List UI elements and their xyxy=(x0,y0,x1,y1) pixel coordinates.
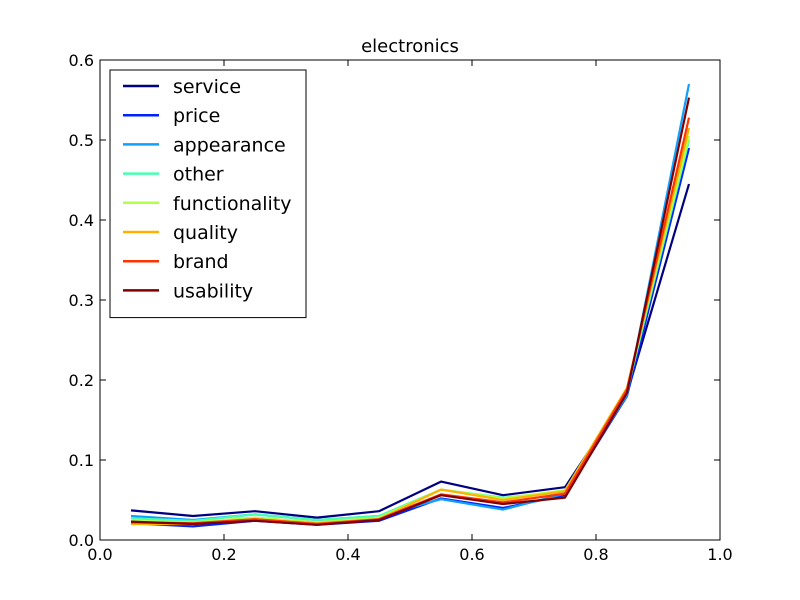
y-tick-label: 0.6 xyxy=(69,51,94,70)
y-tick-label: 0.5 xyxy=(69,131,94,150)
x-tick-label: 0.8 xyxy=(583,545,608,564)
y-tick-label: 0.4 xyxy=(69,211,94,230)
y-tick-label: 0.0 xyxy=(69,531,94,550)
x-tick-label: 0.4 xyxy=(335,545,360,564)
chart-title: electronics xyxy=(361,36,459,57)
legend-label-brand: brand xyxy=(173,251,229,273)
legend-label-appearance: appearance xyxy=(173,134,286,156)
x-tick-label: 0.0 xyxy=(87,545,112,564)
ticks-layer: 0.0 0.2 0.4 0.6 0.8 1.0 0.0 0.1 0.2 0.3 0.4 0.5 0.6 xyxy=(69,51,733,564)
legend-label-service: service xyxy=(173,76,241,98)
legend-label-usability: usability xyxy=(173,280,253,302)
x-tick-label: 1.0 xyxy=(707,545,732,564)
legend: service price appearance other functionality… xyxy=(109,69,307,319)
y-tick-label: 0.1 xyxy=(69,451,94,470)
series-layer xyxy=(130,83,691,528)
y-tick-label: 0.2 xyxy=(69,371,94,390)
legend-label-other: other xyxy=(173,164,224,186)
legend-label-quality: quality xyxy=(173,222,238,244)
series-line-usability xyxy=(130,97,691,526)
legend-box xyxy=(109,69,307,319)
x-tick-label: 0.6 xyxy=(459,545,484,564)
y-tick-label: 0.3 xyxy=(69,291,94,310)
x-tick-label: 0.2 xyxy=(211,545,236,564)
legend-label-price: price xyxy=(173,105,220,127)
legend-label-functionality: functionality xyxy=(173,193,292,215)
